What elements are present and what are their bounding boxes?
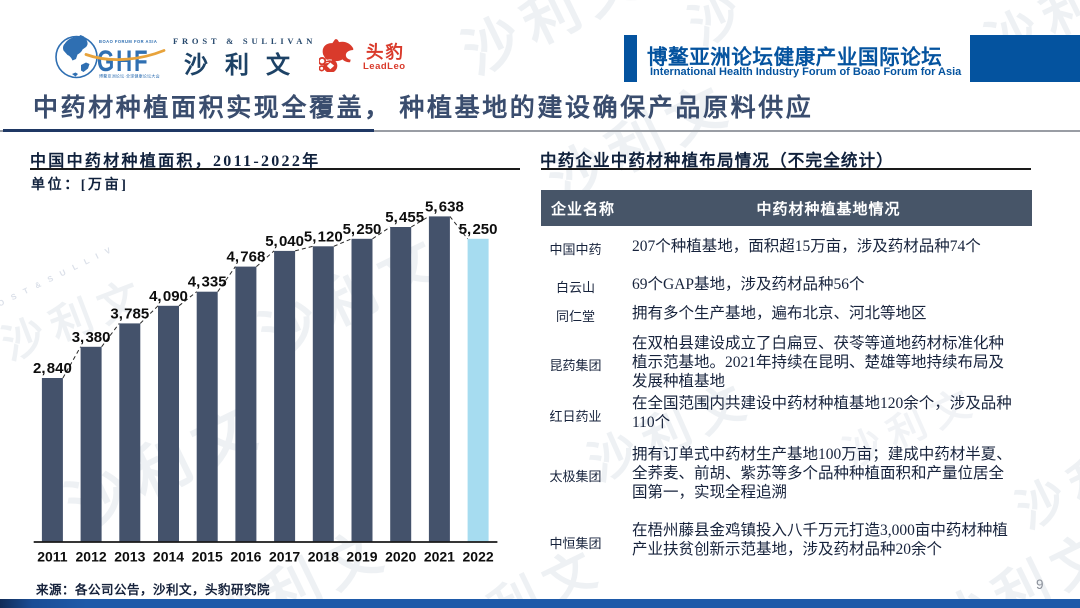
- svg-text:2021: 2021: [424, 548, 455, 564]
- svg-text:2011: 2011: [37, 548, 68, 564]
- svg-text:博鳌亚洲论坛·全球健康论坛大会: 博鳌亚洲论坛·全球健康论坛大会: [99, 72, 160, 78]
- svg-text:5, 250: 5, 250: [343, 221, 382, 238]
- svg-text:4, 090: 4, 090: [149, 288, 188, 305]
- svg-text:2013: 2013: [114, 548, 145, 564]
- svg-text:2020: 2020: [385, 548, 416, 564]
- svg-text:2012: 2012: [76, 548, 107, 564]
- svg-text:3, 380: 3, 380: [72, 329, 111, 346]
- svg-text:2016: 2016: [230, 548, 261, 564]
- svg-text:5, 455: 5, 455: [385, 209, 424, 226]
- svg-text:BOAO FORUM FOR ASIA: BOAO FORUM FOR ASIA: [99, 39, 157, 44]
- svg-text:4, 768: 4, 768: [227, 249, 266, 266]
- svg-text:5, 250: 5, 250: [459, 221, 498, 238]
- svg-text:2019: 2019: [346, 548, 377, 564]
- svg-text:2022: 2022: [463, 548, 494, 564]
- svg-text:4, 335: 4, 335: [188, 274, 227, 291]
- svg-text:5, 120: 5, 120: [304, 228, 343, 245]
- svg-text:2014: 2014: [153, 548, 184, 564]
- svg-text:2015: 2015: [192, 548, 223, 564]
- svg-text:5, 040: 5, 040: [265, 233, 304, 250]
- svg-text:2018: 2018: [308, 548, 339, 564]
- svg-text:3, 785: 3, 785: [110, 305, 149, 322]
- svg-text:2017: 2017: [269, 548, 300, 564]
- svg-text:2, 840: 2, 840: [33, 360, 72, 377]
- svg-text:5, 638: 5, 638: [425, 198, 464, 215]
